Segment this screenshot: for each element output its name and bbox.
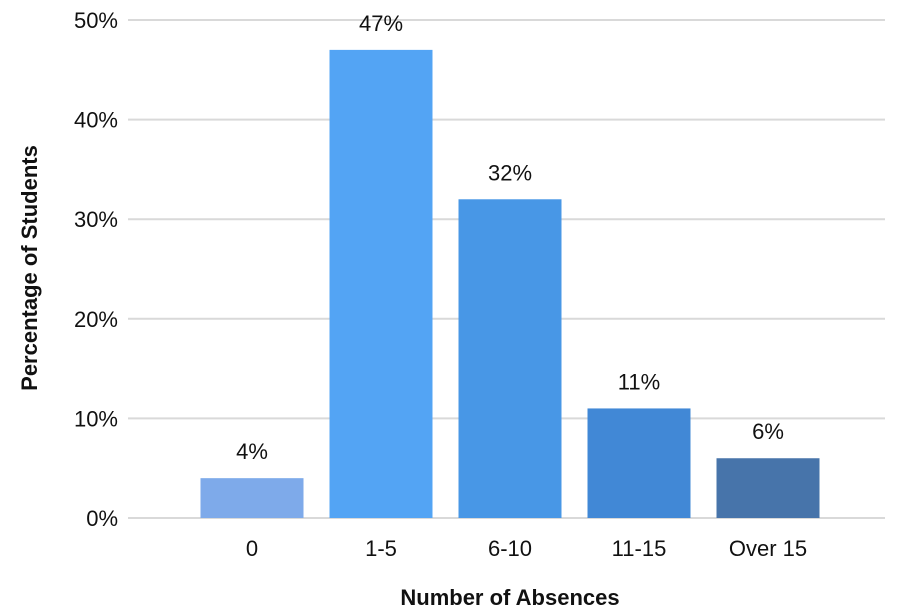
x-axis-title: Number of Absences — [400, 585, 619, 610]
y-tick-label: 0% — [86, 506, 118, 531]
x-tick-label: Over 15 — [729, 536, 807, 561]
data-label: 4% — [236, 439, 268, 464]
y-tick-label: 30% — [74, 207, 118, 232]
y-tick-label: 40% — [74, 108, 118, 133]
bar — [587, 408, 691, 518]
x-axis-ticks: 0 1-5 6-10 11-15 Over 15 — [246, 536, 807, 561]
x-tick-label: 0 — [246, 536, 258, 561]
y-tick-label: 20% — [74, 307, 118, 332]
bar — [200, 478, 304, 518]
data-label: 47% — [359, 11, 403, 36]
x-tick-label: 1-5 — [365, 536, 397, 561]
y-tick-label: 50% — [74, 8, 118, 33]
y-axis-ticks: 0% 10% 20% 30% 40% 50% — [74, 8, 118, 531]
x-tick-label: 6-10 — [488, 536, 532, 561]
data-labels: 4% 47% 32% 11% 6% — [236, 11, 784, 464]
data-label: 32% — [488, 160, 532, 185]
bars — [200, 49, 820, 518]
bar — [458, 199, 562, 518]
bar — [716, 458, 820, 518]
data-label: 6% — [752, 419, 784, 444]
y-tick-label: 10% — [74, 406, 118, 431]
data-label: 11% — [618, 369, 660, 394]
y-axis-title: Percentage of Students — [17, 145, 42, 391]
x-tick-label: 11-15 — [612, 536, 667, 561]
bar — [329, 49, 433, 518]
